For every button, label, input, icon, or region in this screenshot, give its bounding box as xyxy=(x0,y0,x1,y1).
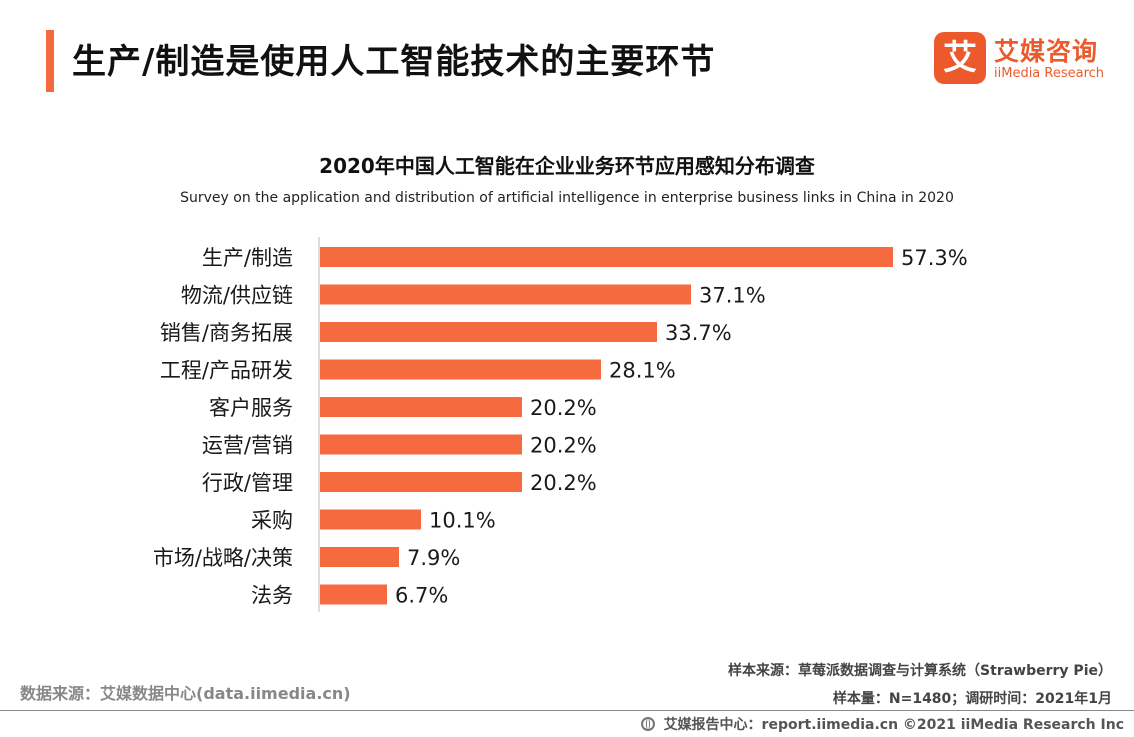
logo-name-cn: 艾媒咨询 xyxy=(994,37,1099,66)
sample-size-note: 样本量：N=1480；调研时间：2021年1月 xyxy=(832,691,1112,707)
value-label: 6.7% xyxy=(395,584,448,608)
bar xyxy=(320,584,387,605)
bar xyxy=(320,509,421,530)
category-label: 法务 xyxy=(251,584,293,608)
category-label: 生产/制造 xyxy=(202,246,293,270)
value-label: 20.2% xyxy=(530,396,597,420)
page-title: 生产/制造是使用人工智能技术的主要环节 xyxy=(72,42,716,82)
sample-source-note: 样本来源：草莓派数据调查与计算系统（Strawberry Pie） xyxy=(728,663,1112,679)
value-label: 57.3% xyxy=(901,246,968,270)
category-label: 行政/管理 xyxy=(202,471,293,495)
category-label: 客户服务 xyxy=(209,396,293,420)
logo-mark-icon: 艾 xyxy=(934,32,986,84)
footer-text: 艾媒报告中心：report.iimedia.cn ©2021 iiMedia R… xyxy=(663,717,1124,733)
bar xyxy=(320,397,522,417)
value-label: 7.9% xyxy=(407,546,460,570)
category-label: 销售/商务拓展 xyxy=(160,321,293,345)
data-source-note: 数据来源：艾媒数据中心(data.iimedia.cn) xyxy=(20,684,351,703)
iimedia-logo: 艾 艾媒咨询 iiMedia Research xyxy=(934,32,1114,84)
category-label: 工程/产品研发 xyxy=(160,359,293,383)
value-label: 20.2% xyxy=(530,471,597,495)
chart-subtitle: Survey on the application and distributi… xyxy=(180,190,954,206)
bar xyxy=(320,247,893,267)
bar xyxy=(320,434,522,455)
footer: 艾媒报告中心：report.iimedia.cn ©2021 iiMedia R… xyxy=(640,714,1124,734)
category-label: 运营/营销 xyxy=(202,434,293,458)
value-label: 20.2% xyxy=(530,434,597,458)
footer-divider xyxy=(0,710,1134,711)
globe-icon xyxy=(640,717,655,731)
value-label: 10.1% xyxy=(429,509,496,533)
title-accent-bar xyxy=(46,30,54,92)
category-label: 市场/战略/决策 xyxy=(153,546,293,570)
logo-glyph: 艾 xyxy=(943,38,977,78)
bar xyxy=(320,284,691,305)
bar xyxy=(320,547,399,567)
chart-title: 2020年中国人工智能在企业业务环节应用感知分布调查 xyxy=(319,154,815,178)
value-label: 33.7% xyxy=(665,321,732,345)
value-label: 37.1% xyxy=(699,284,766,308)
bar xyxy=(320,322,657,342)
bar xyxy=(320,359,601,380)
bar xyxy=(320,472,522,492)
category-label: 物流/供应链 xyxy=(181,284,293,308)
logo-name-en: iiMedia Research xyxy=(994,66,1105,81)
category-label: 采购 xyxy=(251,509,293,533)
value-label: 28.1% xyxy=(609,359,676,383)
